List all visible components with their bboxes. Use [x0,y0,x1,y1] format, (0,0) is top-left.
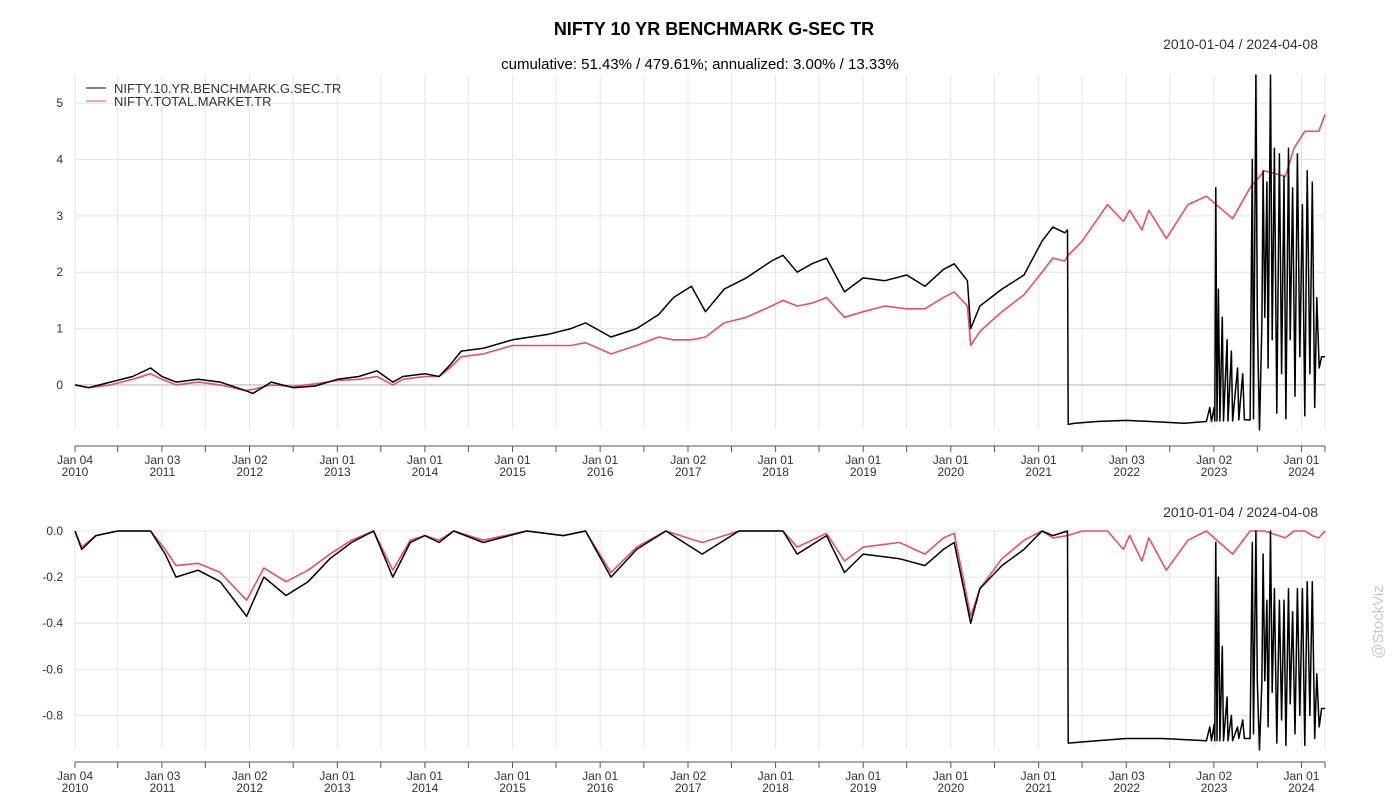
x-tick-label-month: Jan 01 [845,769,881,783]
x-tick-label-month: Jan 01 [758,769,794,783]
bottom-grid [74,530,1326,750]
x-tick-label-year: 2022 [1113,465,1140,479]
x-tick-label-year: 2011 [149,465,175,479]
y-tick-label: -0.8 [42,708,63,722]
y-tick-label: 3 [56,209,63,223]
x-tick-label-month: Jan 02 [1196,769,1232,783]
x-tick-label-year: 2014 [412,781,439,795]
x-tick-label-month: Jan 01 [845,453,881,467]
x-tick-label-year: 2015 [499,465,526,479]
x-tick-label-month: Jan 01 [933,769,969,783]
bottom-y-ticks: 0.0 -0.2 -0.4 -0.6 -0.8 [42,524,63,722]
x-tick-label-year: 2012 [236,465,263,479]
x-tick-label-year: 2017 [675,781,702,795]
x-tick-label-month: Jan 02 [670,769,706,783]
x-tick-label-month: Jan 01 [319,453,355,467]
y-tick-label: 0.0 [46,524,63,538]
x-tick-label-month: Jan 01 [1021,453,1057,467]
x-tick-label-month: Jan 03 [1109,769,1145,783]
y-tick-label: 1 [56,322,63,336]
x-tick-label-year: 2019 [850,781,877,795]
x-tick-label-month: Jan 01 [407,453,443,467]
x-tick-label-year: 2017 [675,465,702,479]
x-tick-label-year: 2010 [62,781,89,795]
total-market-series-line [74,114,1326,392]
x-tick-label-year: 2023 [1201,465,1228,479]
x-tick-label-month: Jan 01 [582,453,618,467]
top-date-range: 2010-01-04 / 2024-04-08 [1163,36,1318,52]
x-tick-label-year: 2016 [587,465,614,479]
top-series [74,74,1326,431]
gsec-series-line [74,530,1325,751]
x-tick-label-month: Jan 03 [144,453,180,467]
x-tick-label-month: Jan 04 [57,769,93,783]
x-tick-label-month: Jan 01 [495,769,531,783]
top-grid [74,75,1326,430]
x-tick-label-year: 2011 [149,781,175,795]
bottom-date-range: 2010-01-04 / 2024-04-08 [1163,504,1318,520]
x-tick-label-month: Jan 01 [319,769,355,783]
x-tick-label-month: Jan 02 [670,453,706,467]
legend: NIFTY.10.YR.BENCHMARK.G.SEC.TR NIFTY.TOT… [86,81,341,109]
x-tick-label-year: 2022 [1113,781,1140,795]
y-tick-label: 4 [56,153,63,167]
x-tick-label-month: Jan 03 [144,769,180,783]
x-tick-label-month: Jan 01 [1283,453,1319,467]
x-tick-label-year: 2016 [587,781,614,795]
top-y-ticks: 0 1 2 3 4 5 [56,96,63,392]
x-tick-label-month: Jan 01 [1021,769,1057,783]
x-tick-label-year: 2018 [762,781,789,795]
x-tick-label-month: Jan 01 [1283,769,1319,783]
x-tick-label-year: 2021 [1025,465,1052,479]
chart-title: NIFTY 10 YR BENCHMARK G-SEC TR [554,19,874,39]
legend-label-gsec: NIFTY.10.YR.BENCHMARK.G.SEC.TR [114,81,341,96]
bottom-series [74,530,1326,751]
x-tick-label-year: 2024 [1288,781,1315,795]
y-tick-label: -0.2 [42,570,63,584]
x-tick-label-month: Jan 01 [407,769,443,783]
x-tick-label-month: Jan 02 [1196,453,1232,467]
y-tick-label: -0.6 [42,662,63,676]
x-tick-label-year: 2012 [236,781,263,795]
x-tick-label-month: Jan 01 [933,453,969,467]
legend-label-total-market: NIFTY.TOTAL.MARKET.TR [114,94,271,109]
x-tick-label-year: 2020 [937,465,964,479]
chart-subtitle: cumulative: 51.43% / 479.61%; annualized… [501,56,899,73]
x-tick-label-year: 2019 [850,465,877,479]
x-tick-label-month: Jan 03 [1109,453,1145,467]
x-tick-label-month: Jan 02 [232,769,268,783]
y-tick-label: 0 [56,378,63,392]
y-tick-label: 5 [56,96,63,110]
x-tick-label-year: 2024 [1288,465,1315,479]
total-market-series-line [74,530,1326,618]
x-tick-label-year: 2013 [324,465,351,479]
x-tick-label-year: 2020 [937,781,964,795]
x-tick-label-year: 2021 [1025,781,1052,795]
x-tick-label-year: 2014 [412,465,439,479]
watermark-text: @StockViz [1370,585,1387,658]
x-tick-label-year: 2018 [762,465,789,479]
x-tick-label-month: Jan 02 [232,453,268,467]
y-tick-label: 2 [56,265,63,279]
x-tick-label-month: Jan 04 [57,453,93,467]
x-tick-label-month: Jan 01 [758,453,794,467]
x-tick-label-year: 2015 [499,781,526,795]
x-tick-label-year: 2010 [62,465,89,479]
y-tick-label: -0.4 [42,616,63,630]
gsec-series-line [74,74,1325,431]
x-tick-label-year: 2023 [1201,781,1228,795]
x-tick-label-month: Jan 01 [495,453,531,467]
x-tick-label-month: Jan 01 [582,769,618,783]
x-tick-label-year: 2013 [324,781,351,795]
